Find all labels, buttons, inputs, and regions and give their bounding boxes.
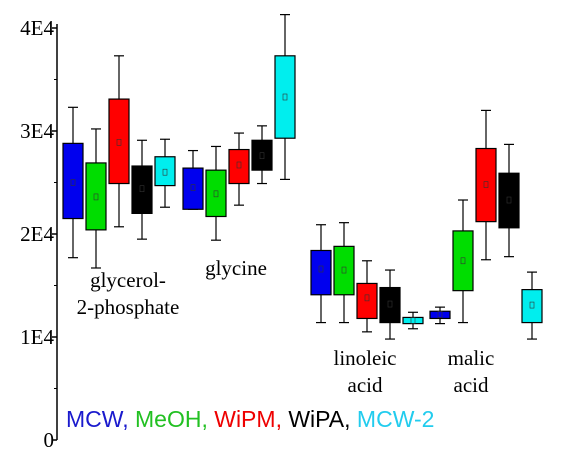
box-wipm (475, 109, 497, 261)
box-body (498, 172, 520, 229)
box-wipa (379, 269, 401, 340)
group-label: glycine (205, 256, 267, 280)
legend: MCW, MeOH, WiPM, WiPA, MCW-2 (66, 404, 434, 434)
box-body (310, 249, 332, 296)
y-tick-label: 3E4 (20, 119, 54, 143)
plot-area (62, 14, 543, 340)
box-body (62, 142, 84, 220)
legend-separator: , (122, 406, 135, 432)
median-marker (70, 179, 76, 186)
box-body (205, 169, 227, 218)
group-labels: glycerol-2-phosphate glycine linoleic acid m… (77, 256, 495, 397)
median-marker (460, 257, 466, 265)
y-tick-label: 4E4 (20, 16, 54, 40)
box-wipa (251, 125, 273, 185)
box-wipa (498, 143, 520, 258)
median-marker (93, 193, 99, 201)
y-tick-label: 2E4 (20, 222, 54, 246)
legend-separator: , (201, 406, 215, 432)
group-label: malic acid (448, 346, 495, 397)
legend-entry-wipa: WiPA (288, 406, 345, 432)
box-meoh (205, 145, 227, 241)
legend-entry-mcw: MCW (66, 406, 123, 432)
box-wipm (356, 260, 378, 333)
box-meoh (333, 222, 355, 324)
box-body (228, 148, 250, 185)
box-body (521, 289, 543, 324)
median-marker (139, 185, 145, 192)
median-marker (410, 317, 416, 324)
box-body (131, 165, 153, 215)
box-body (452, 230, 474, 292)
box-meoh (452, 199, 474, 324)
median-marker (162, 168, 168, 176)
box-mcw (182, 149, 204, 210)
median-marker (213, 190, 219, 198)
median-marker (259, 152, 265, 160)
median-marker (282, 93, 288, 101)
group-label: glycerol-2-phosphate (77, 268, 180, 319)
legend-entry-meoh: MeOH (135, 406, 202, 432)
median-marker (236, 161, 242, 169)
y-tick-label: 0 (44, 428, 55, 451)
legend-entry-wipm: WiPM (214, 406, 276, 432)
box-mcw-2 (274, 14, 296, 181)
median-marker (318, 265, 324, 273)
box-mcw (310, 224, 332, 324)
median-marker (387, 300, 393, 308)
legend-separator: , (344, 406, 357, 432)
box-mcw-2 (402, 311, 424, 330)
median-marker (483, 181, 489, 188)
box-body (274, 55, 296, 139)
box-body (85, 162, 107, 231)
box-body (251, 139, 273, 171)
median-marker (116, 139, 122, 146)
box-meoh (85, 128, 107, 269)
box-body (402, 316, 424, 325)
box-wipm (108, 55, 130, 228)
box-wipm (228, 132, 250, 206)
box-wipa (131, 139, 153, 240)
group-label: linoleic acid (334, 346, 397, 397)
box-body (379, 286, 401, 324)
box-body (108, 98, 130, 185)
median-marker (437, 311, 443, 318)
median-marker (364, 294, 370, 302)
box-mcw (62, 106, 84, 259)
median-marker (529, 301, 535, 309)
legend-separator: , (275, 406, 289, 432)
median-marker (341, 266, 347, 274)
box-body (182, 167, 204, 210)
box-mcw-2 (521, 271, 543, 340)
median-marker (506, 196, 512, 204)
box-mcw-2 (154, 138, 176, 208)
box-body (333, 245, 355, 296)
box-body (475, 147, 497, 223)
box-mcw (429, 306, 451, 325)
y-axis: 0 1E4 2E4 3E4 4E4 (20, 16, 58, 451)
legend-entry-mcw-2: MCW-2 (356, 406, 435, 432)
box-body (154, 156, 176, 187)
median-marker (190, 184, 196, 191)
y-tick-label: 1E4 (20, 325, 54, 349)
